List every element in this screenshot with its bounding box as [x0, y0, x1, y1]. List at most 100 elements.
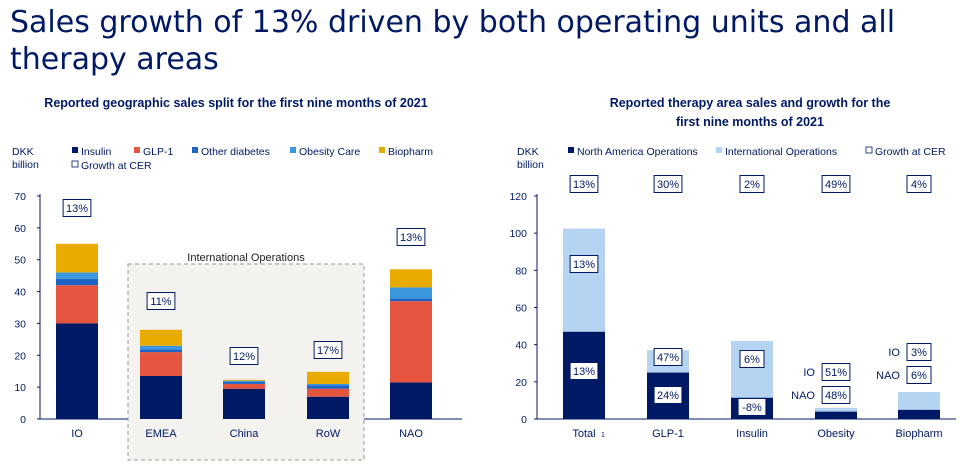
- na-growth-label: 13%: [573, 366, 595, 378]
- bar-segment: [56, 272, 98, 279]
- bar-segment: [307, 388, 349, 397]
- bar-segment: [390, 382, 432, 419]
- y-axis-unit-label: DKK: [12, 146, 34, 158]
- legend-label: Growth at CER: [875, 146, 946, 158]
- io-growth-label: 47%: [657, 352, 679, 364]
- biopharm-nao-tag: NAO: [876, 370, 900, 382]
- bar-segment: [307, 383, 349, 386]
- y-tick-label: 0: [20, 414, 26, 426]
- y-tick-label: 40: [515, 340, 527, 352]
- biopharm-nao-growth: 6%: [911, 370, 927, 382]
- growth-label: 13%: [66, 203, 88, 215]
- x-category-label: RoW: [316, 428, 341, 440]
- bar-segment: [140, 352, 182, 376]
- io-growth-label-box: [569, 255, 599, 273]
- obesity-io-tag: IO: [803, 367, 815, 379]
- growth-label: 2%: [744, 179, 760, 191]
- obesity-nao-growth: 48%: [825, 390, 847, 402]
- chart-title: first nine months of 2021: [676, 115, 824, 129]
- x-category-label: Total: [572, 428, 595, 440]
- bar-segment: [56, 285, 98, 324]
- na-growth-label-box: [569, 362, 599, 380]
- biopharm-io-growth: 3%: [911, 347, 927, 359]
- legend-label: North America Operations: [577, 146, 698, 158]
- legend-swatch-growth: [865, 146, 873, 154]
- bar-segment: [390, 298, 432, 302]
- bar-segment: [56, 278, 98, 286]
- chart-title: Reported geographic sales split for the …: [44, 96, 427, 110]
- y-tick-label: 20: [515, 377, 527, 389]
- chart-title: Reported therapy area sales and growth f…: [610, 96, 891, 110]
- na-growth-label-box: [653, 386, 683, 404]
- biopharm-nao-growth-box: [906, 366, 932, 384]
- bar-segment: [307, 396, 349, 419]
- y-tick-label: 50: [14, 255, 26, 267]
- y-tick-label: 70: [14, 191, 26, 203]
- bar-segment: [223, 382, 265, 384]
- bar-segment: [307, 385, 349, 389]
- growth-label-box: [146, 292, 176, 310]
- bar-segment: [140, 345, 182, 350]
- na-growth-label: -8%: [742, 402, 762, 414]
- y-tick-label: 80: [515, 265, 527, 277]
- y-axis-unit-label: DKK: [517, 146, 539, 158]
- obesity-nao-tag: NAO: [791, 390, 815, 402]
- growth-label-box: [906, 175, 932, 193]
- x-category-label: GLP-1: [652, 428, 684, 440]
- io-growth-label-box: [653, 348, 683, 366]
- legend-swatch: [379, 147, 385, 153]
- growth-label-box: [653, 175, 683, 193]
- therapy-sales-chart: Reported therapy area sales and growth f…: [509, 96, 956, 440]
- x-category-label: NAO: [399, 428, 423, 440]
- bar-segment: [815, 411, 857, 419]
- growth-label-box: [62, 199, 92, 217]
- bar-segment: [390, 269, 432, 288]
- page-title: Sales growth of 13% driven by both opera…: [10, 5, 896, 77]
- bar-segment: [223, 380, 265, 383]
- growth-label-box: [229, 347, 259, 365]
- x-category-label: China: [230, 428, 260, 440]
- bar-segment: [223, 383, 265, 389]
- obesity-nao-growth-box: [821, 386, 851, 404]
- bar-segment: [223, 379, 265, 381]
- geographic-sales-chart: Reported geographic sales split for the …: [12, 96, 462, 461]
- y-tick-label: 30: [14, 318, 26, 330]
- legend-label: International Operations: [725, 146, 837, 158]
- growth-label-box: [821, 175, 851, 193]
- obesity-io-growth: 51%: [825, 367, 847, 379]
- bar-segment: [815, 407, 857, 412]
- growth-label: 13%: [573, 179, 595, 191]
- growth-label: 12%: [233, 351, 255, 363]
- bar-segment: [223, 388, 265, 419]
- y-axis-unit-label: billion: [12, 159, 39, 171]
- io-growth-label: 13%: [573, 259, 595, 271]
- x-category-label: EMEA: [145, 428, 177, 440]
- legend-swatch: [134, 147, 140, 153]
- growth-label: 11%: [150, 296, 171, 308]
- bar-segment: [390, 301, 432, 383]
- y-tick-label: 10: [14, 382, 26, 394]
- legend-swatch-growth: [71, 160, 79, 168]
- growth-label: 13%: [400, 232, 422, 244]
- na-growth-label: 24%: [657, 390, 679, 402]
- legend-swatch: [716, 147, 722, 153]
- biopharm-io-tag: IO: [888, 347, 900, 359]
- y-tick-label: 60: [14, 223, 26, 235]
- legend-label: Biopharm: [388, 146, 433, 158]
- legend-label: Insulin: [81, 146, 112, 158]
- growth-label-box: [739, 175, 765, 193]
- legend-label: GLP-1: [143, 146, 174, 158]
- growth-label-box: [569, 175, 599, 193]
- bar-segment: [56, 243, 98, 273]
- bar-segment: [140, 329, 182, 346]
- legend-label: Other diabetes: [201, 146, 270, 158]
- bar-segment: [56, 323, 98, 419]
- growth-label: 17%: [317, 345, 339, 357]
- bar-segment: [390, 287, 432, 299]
- na-growth-label-box: [737, 398, 767, 416]
- growth-label: 4%: [911, 179, 927, 191]
- bar-segment: [140, 349, 182, 353]
- legend-swatch: [568, 147, 574, 153]
- y-tick-label: 40: [14, 287, 26, 299]
- bar-segment: [731, 340, 773, 398]
